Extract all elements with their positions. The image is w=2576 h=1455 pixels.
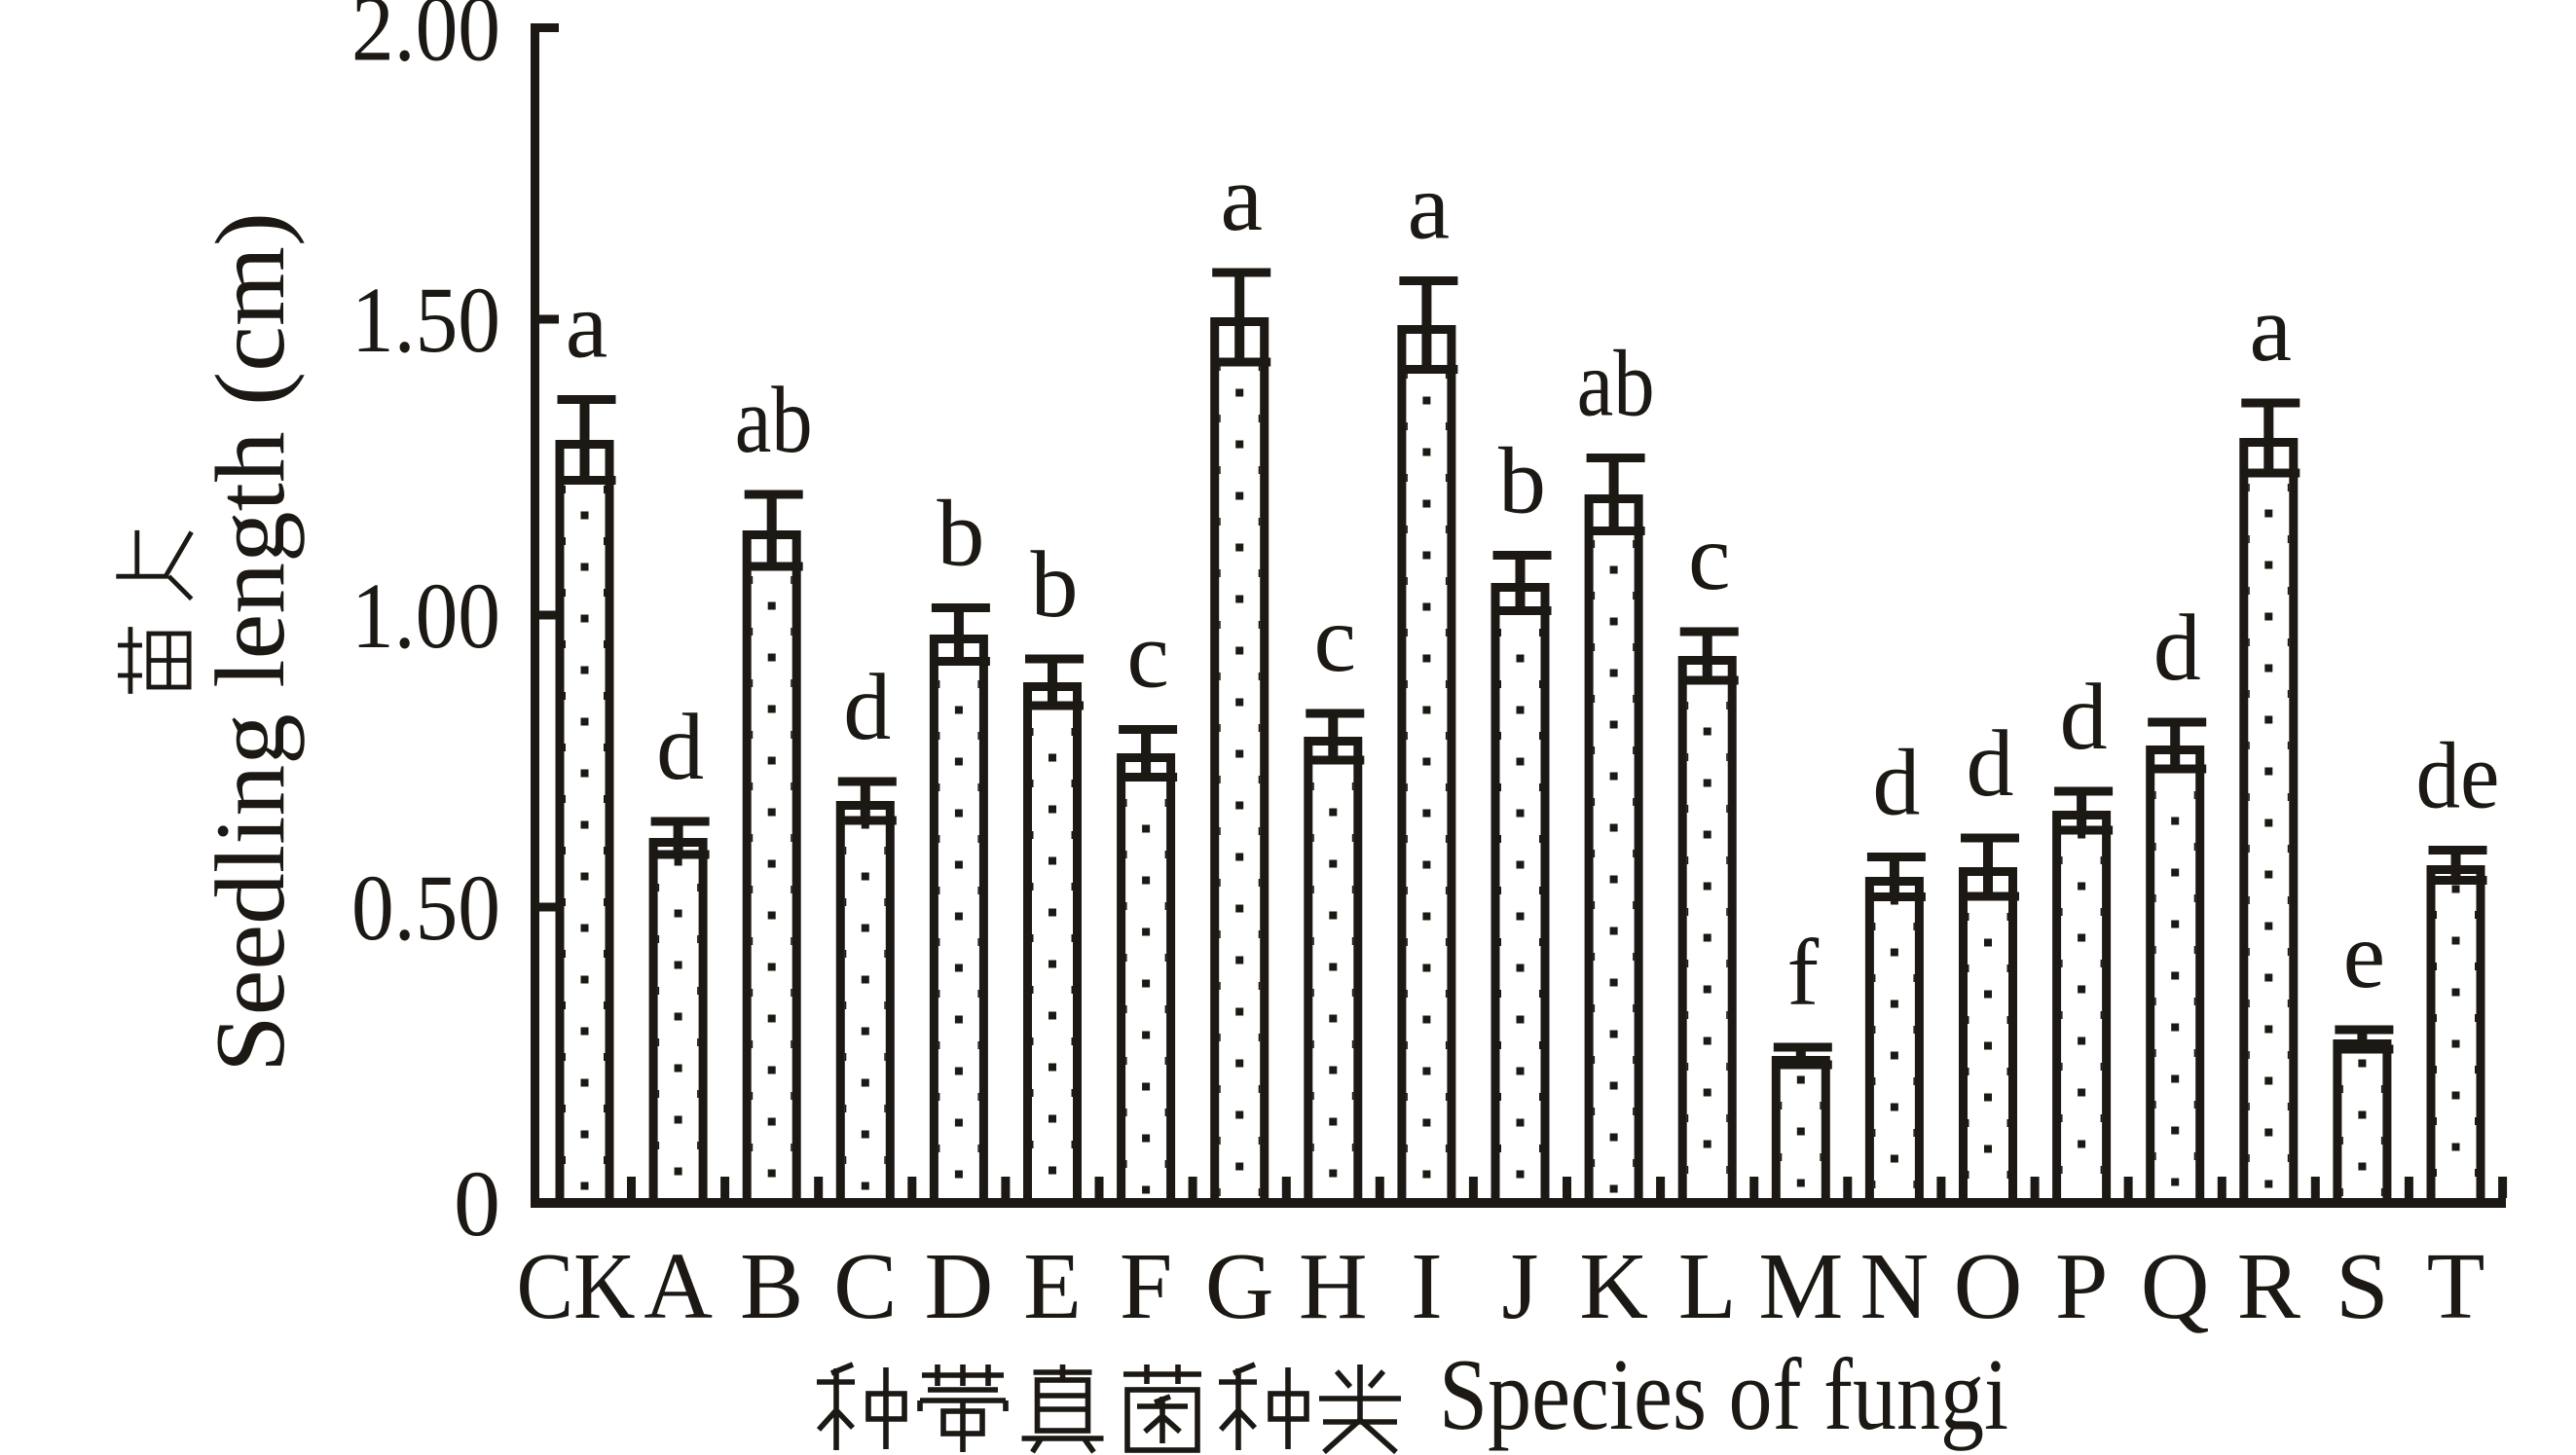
svg-text:CK: CK [517,1234,636,1339]
svg-text:d: d [1967,711,2014,817]
svg-text:c: c [1314,587,1357,692]
svg-text:C: C [833,1234,897,1339]
svg-text:R: R [2237,1234,2301,1339]
svg-text:a: a [1220,146,1263,251]
svg-text:S: S [2336,1234,2389,1339]
svg-text:Species of fungi: Species of fungi [1439,1337,2008,1451]
svg-text:a: a [2250,276,2293,382]
svg-text:1.00: 1.00 [351,564,500,668]
svg-text:c: c [1688,505,1731,610]
svg-text:a: a [1408,155,1451,260]
svg-text:d: d [656,695,704,800]
svg-text:d: d [1872,731,1920,836]
svg-text:1.50: 1.50 [351,268,500,372]
svg-text:L: L [1678,1234,1737,1339]
svg-text:ab: ab [735,368,813,473]
svg-text:D: D [925,1234,994,1339]
svg-text:P: P [2055,1234,2109,1339]
svg-text:ab: ab [1577,332,1655,437]
svg-text:e: e [2343,903,2386,1008]
svg-text:a: a [566,273,608,379]
svg-text:J: J [1501,1234,1538,1339]
svg-text:d: d [2060,665,2108,770]
svg-text:0: 0 [454,1151,500,1255]
svg-text:K: K [1579,1234,1648,1339]
svg-text:c: c [1126,603,1169,709]
svg-text:O: O [1954,1234,2023,1339]
svg-text:0.50: 0.50 [351,855,500,960]
svg-text:d: d [843,655,891,760]
svg-text:N: N [1860,1234,1930,1339]
svg-text:I: I [1411,1234,1443,1339]
svg-text:b: b [937,482,984,587]
svg-text:Seedling length (cm): Seedling length (cm) [196,212,306,1073]
svg-text:de: de [2416,724,2500,829]
svg-text:b: b [1498,429,1546,534]
svg-text:Q: Q [2141,1234,2210,1339]
svg-text:b: b [1031,532,1079,637]
svg-text:G: G [1205,1234,1274,1339]
svg-text:A: A [644,1234,713,1339]
svg-text:f: f [1786,921,1819,1026]
svg-text:d: d [2153,596,2201,701]
svg-text:F: F [1120,1234,1173,1339]
svg-text:H: H [1299,1234,1368,1339]
svg-text:T: T [2427,1234,2485,1339]
svg-text:E: E [1023,1234,1082,1339]
svg-text:B: B [740,1234,803,1339]
svg-text:M: M [1758,1234,1843,1339]
svg-text:2.00: 2.00 [351,0,500,81]
